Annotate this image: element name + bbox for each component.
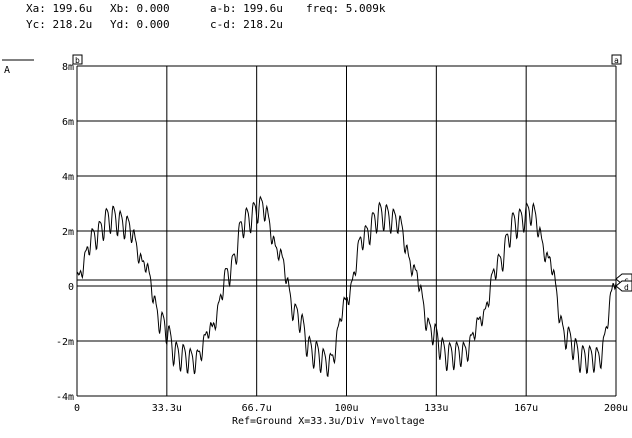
y-tick-label: 0 bbox=[68, 282, 74, 293]
y-tick-label: 8m bbox=[62, 62, 74, 73]
cursor-xa-readout: Xa: 199.6u bbox=[26, 2, 93, 15]
cursor-b-marker[interactable] bbox=[72, 54, 83, 65]
x-tick-label: 100u bbox=[334, 403, 358, 414]
cursor-cd-readout: c-d: 218.2u bbox=[210, 18, 283, 31]
y-axis-labels: 8m 6m 4m 2m 0 -2m -4m bbox=[56, 62, 74, 403]
x-tick-label: 0 bbox=[74, 403, 80, 414]
y-tick-label: 4m bbox=[62, 172, 74, 183]
x-axis-labels: 0 33.3u 66.7u 100u 133u 167u 200u bbox=[74, 403, 628, 414]
trace-label: A bbox=[4, 65, 10, 76]
x-tick-label: 200u bbox=[604, 403, 628, 414]
y-tick-label: -2m bbox=[56, 337, 74, 348]
cursor-yc-readout: Yc: 218.2u bbox=[26, 18, 93, 31]
signal-trace bbox=[76, 195, 617, 378]
cursor-ab-readout: a-b: 199.6u bbox=[210, 2, 283, 15]
footer-caption: Ref=Ground X=33.3u/Div Y=voltage bbox=[232, 416, 425, 427]
x-tick-label: 66.7u bbox=[242, 403, 272, 414]
cursor-lines[interactable] bbox=[77, 279, 616, 287]
cursor-a-marker[interactable] bbox=[611, 54, 622, 65]
cursor-a-label: a bbox=[614, 56, 619, 65]
y-tick-label: 2m bbox=[62, 227, 74, 238]
cursor-yd-readout: Yd: 0.000 bbox=[110, 18, 170, 31]
cursor-b-label: b bbox=[75, 56, 80, 65]
x-tick-label: 33.3u bbox=[152, 403, 182, 414]
x-tick-label: 133u bbox=[424, 403, 448, 414]
y-tick-label: -4m bbox=[56, 392, 74, 403]
cursor-xb-readout: Xb: 0.000 bbox=[110, 2, 170, 15]
x-tick-label: 167u bbox=[514, 403, 538, 414]
frequency-readout: freq: 5.009k bbox=[306, 2, 386, 15]
plot-grid bbox=[76, 65, 617, 397]
cursor-d-marker[interactable] bbox=[615, 280, 632, 292]
y-tick-label: 6m bbox=[62, 117, 74, 128]
cursor-d-label: d bbox=[624, 283, 629, 292]
